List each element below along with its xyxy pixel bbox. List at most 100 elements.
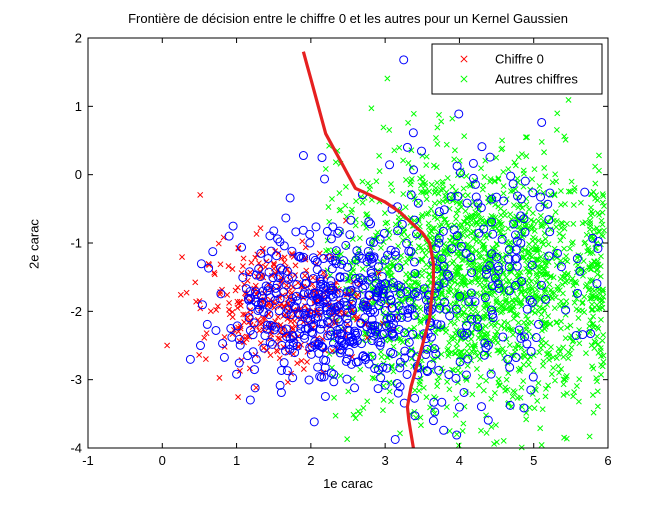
point-chiffre-0 [349,307,355,314]
point-circle [410,268,420,278]
point-circle [273,234,283,244]
point-chiffre-0 [236,367,243,374]
point-autres-chiffres [386,388,393,395]
point-autres-chiffres [336,190,343,197]
point-chiffre-0 [259,320,266,326]
point-circle [402,369,412,379]
point-circle [505,400,515,410]
point-circle [313,295,323,305]
point-circle [329,377,339,387]
point-circle [248,347,258,357]
point-circle [464,297,474,307]
point-autres-chiffres [443,219,450,226]
point-circle [320,363,330,373]
point-autres-chiffres [425,276,432,283]
point-circle [379,228,389,238]
point-chiffre-0 [288,318,294,325]
point-circle [505,362,515,372]
point-autres-chiffres [344,277,351,284]
point-circle [395,357,405,367]
point-autres-chiffres [454,281,461,287]
point-autres-chiffres [455,442,462,449]
point-autres-chiffres [576,376,583,383]
point-autres-chiffres [473,220,480,227]
point-autres-chiffres [350,411,357,418]
point-autres-chiffres [538,340,545,347]
point-autres-chiffres [476,382,483,389]
point-chiffre-0 [294,360,301,367]
point-circle [479,350,489,360]
point-chiffre-0 [252,254,259,261]
point-circle [292,296,302,306]
point-autres-chiffres [439,181,446,188]
point-circle [382,314,392,324]
point-circle [307,341,317,351]
point-circle [493,261,503,271]
point-circle [410,411,420,421]
point-autres-chiffres [543,257,550,264]
point-circle [295,310,305,320]
point-autres-chiffres [561,245,568,252]
point-circle [528,188,538,198]
point-circle [440,297,450,307]
point-autres-chiffres [573,280,580,287]
point-circle [251,354,261,364]
point-circle [345,230,355,240]
point-autres-chiffres [452,331,459,337]
point-circle [365,237,375,247]
point-autres-chiffres [538,138,545,145]
point-autres-chiffres [518,299,525,306]
point-circle [586,329,596,339]
y-tick-label: 2 [75,31,82,46]
point-autres-chiffres [503,279,510,285]
point-autres-chiffres [478,165,485,172]
point-circle [232,321,242,331]
point-circle [366,321,376,331]
point-autres-chiffres [449,115,456,122]
point-circle [264,309,274,319]
point-chiffre-0 [375,270,382,277]
point-circle [510,280,520,290]
point-autres-chiffres [508,188,514,195]
point-circle [315,324,325,334]
point-circle [385,291,395,301]
point-autres-chiffres [543,277,550,284]
point-circle [286,310,296,320]
point-autres-chiffres [364,211,370,217]
point-circle [410,257,420,267]
point-circle [249,318,259,328]
point-autres-chiffres [442,216,449,223]
point-circle [386,245,396,255]
point-chiffre-0 [235,394,242,401]
point-autres-chiffres [501,318,508,325]
point-autres-chiffres [454,206,461,213]
point-circle [283,305,293,315]
point-circle [517,276,527,286]
point-autres-chiffres [545,313,552,320]
point-circle [234,358,244,368]
point-autres-chiffres [443,141,450,148]
point-autres-chiffres [428,205,435,212]
point-circle [413,198,423,208]
point-circle [461,249,471,259]
point-autres-chiffres [555,363,562,370]
point-circle [276,388,286,398]
point-autres-chiffres [456,201,463,207]
point-chiffre-0 [244,277,251,284]
point-autres-chiffres [498,146,505,153]
point-autres-chiffres [425,220,432,227]
point-autres-chiffres [564,272,571,279]
point-autres-chiffres [331,394,338,401]
point-circle [444,370,454,380]
point-circle [335,324,345,334]
point-circle [238,272,248,282]
point-chiffre-0 [292,262,299,269]
point-autres-chiffres [594,333,601,340]
point-autres-chiffres [503,274,510,281]
point-circle [459,387,469,397]
point-circle [454,402,464,412]
point-autres-chiffres [537,345,544,351]
point-autres-chiffres [552,209,559,216]
point-autres-chiffres [431,211,438,217]
point-circle [369,331,379,341]
